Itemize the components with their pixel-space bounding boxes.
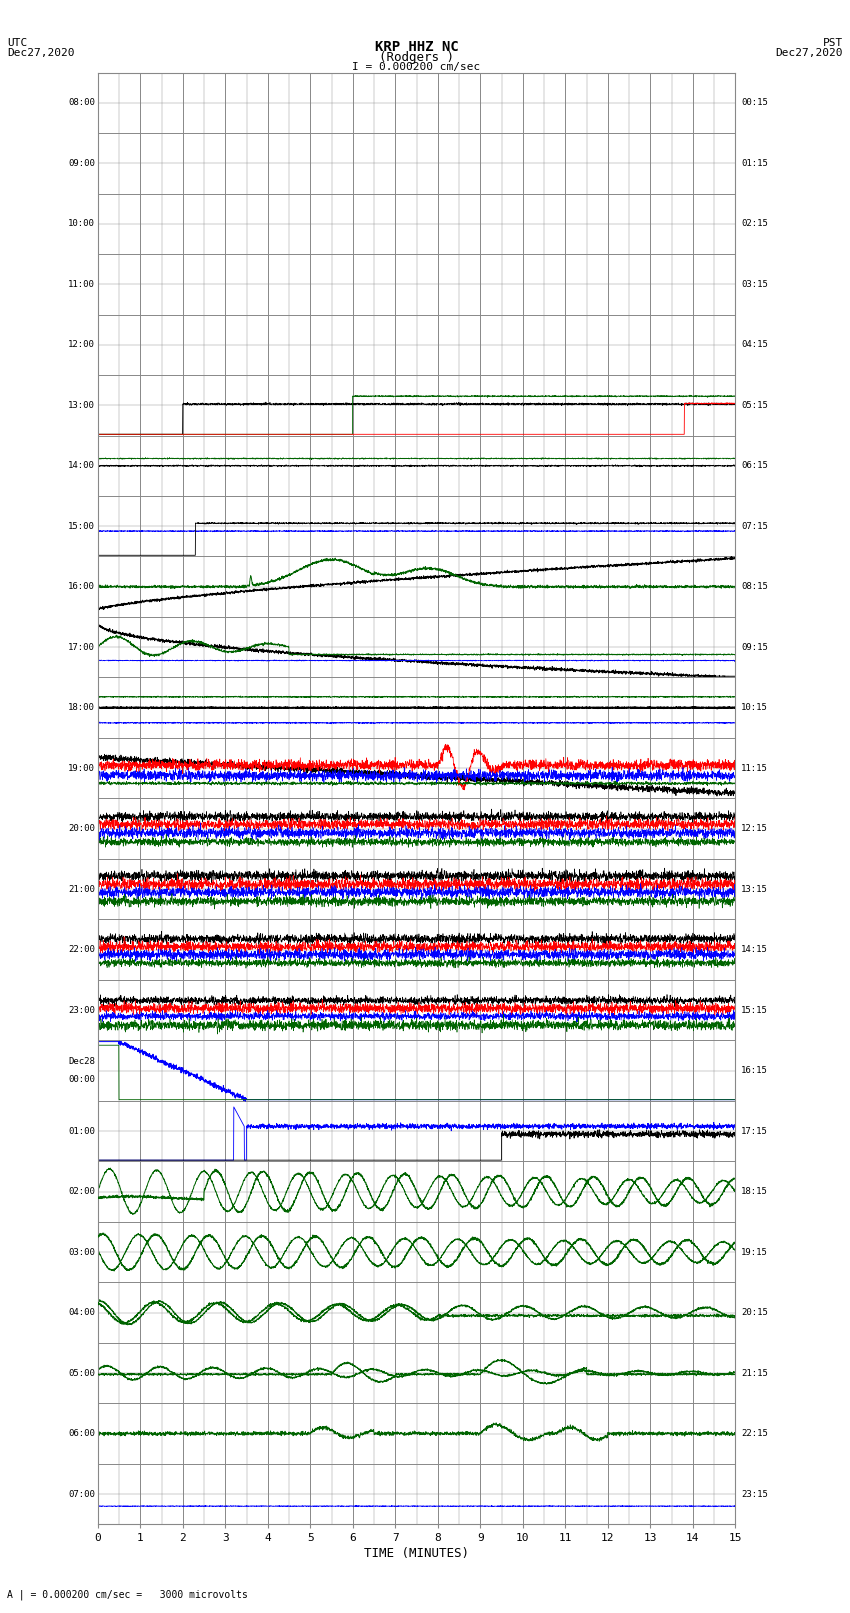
Text: 09:15: 09:15 [741, 642, 768, 652]
Text: 17:00: 17:00 [68, 642, 95, 652]
Text: Dec28: Dec28 [68, 1057, 95, 1066]
Text: 02:15: 02:15 [741, 219, 768, 229]
Text: 17:15: 17:15 [741, 1126, 768, 1136]
Text: 15:00: 15:00 [68, 521, 95, 531]
Text: 03:15: 03:15 [741, 279, 768, 289]
Text: 20:15: 20:15 [741, 1308, 768, 1318]
Text: 10:15: 10:15 [741, 703, 768, 713]
Text: 05:00: 05:00 [68, 1368, 95, 1378]
Text: (Rodgers ): (Rodgers ) [379, 50, 454, 65]
Text: Dec27,2020: Dec27,2020 [776, 47, 843, 58]
Text: 15:15: 15:15 [741, 1005, 768, 1015]
Text: 16:15: 16:15 [741, 1066, 768, 1076]
Text: 22:00: 22:00 [68, 945, 95, 955]
Text: 12:00: 12:00 [68, 340, 95, 350]
Text: 13:00: 13:00 [68, 400, 95, 410]
Text: 01:15: 01:15 [741, 158, 768, 168]
Text: 20:00: 20:00 [68, 824, 95, 834]
Text: 12:15: 12:15 [741, 824, 768, 834]
Text: 19:00: 19:00 [68, 763, 95, 773]
Text: KRP HHZ NC: KRP HHZ NC [375, 39, 458, 53]
Text: 19:15: 19:15 [741, 1247, 768, 1257]
Text: 14:00: 14:00 [68, 461, 95, 471]
Text: 07:00: 07:00 [68, 1489, 95, 1498]
Text: 11:15: 11:15 [741, 763, 768, 773]
Text: 21:15: 21:15 [741, 1368, 768, 1378]
Text: 02:00: 02:00 [68, 1187, 95, 1197]
Text: 09:00: 09:00 [68, 158, 95, 168]
Text: 07:15: 07:15 [741, 521, 768, 531]
X-axis label: TIME (MINUTES): TIME (MINUTES) [364, 1547, 469, 1560]
Text: 14:15: 14:15 [741, 945, 768, 955]
Text: I = 0.000200 cm/sec: I = 0.000200 cm/sec [353, 63, 480, 73]
Text: UTC: UTC [7, 37, 27, 48]
Text: 11:00: 11:00 [68, 279, 95, 289]
Text: 05:15: 05:15 [741, 400, 768, 410]
Text: 01:00: 01:00 [68, 1126, 95, 1136]
Text: 18:00: 18:00 [68, 703, 95, 713]
Text: PST: PST [823, 37, 843, 48]
Text: 18:15: 18:15 [741, 1187, 768, 1197]
Text: 23:00: 23:00 [68, 1005, 95, 1015]
Text: 04:15: 04:15 [741, 340, 768, 350]
Text: 04:00: 04:00 [68, 1308, 95, 1318]
Text: 22:15: 22:15 [741, 1429, 768, 1439]
Text: 06:00: 06:00 [68, 1429, 95, 1439]
Text: Dec27,2020: Dec27,2020 [7, 47, 74, 58]
Text: 06:15: 06:15 [741, 461, 768, 471]
Text: 00:15: 00:15 [741, 98, 768, 108]
Text: 08:00: 08:00 [68, 98, 95, 108]
Text: 16:00: 16:00 [68, 582, 95, 592]
Text: 00:00: 00:00 [68, 1076, 95, 1084]
Text: 03:00: 03:00 [68, 1247, 95, 1257]
Text: 10:00: 10:00 [68, 219, 95, 229]
Text: 13:15: 13:15 [741, 884, 768, 894]
Text: 08:15: 08:15 [741, 582, 768, 592]
Text: 23:15: 23:15 [741, 1489, 768, 1498]
Text: A | = 0.000200 cm/sec =   3000 microvolts: A | = 0.000200 cm/sec = 3000 microvolts [7, 1589, 247, 1600]
Text: 21:00: 21:00 [68, 884, 95, 894]
